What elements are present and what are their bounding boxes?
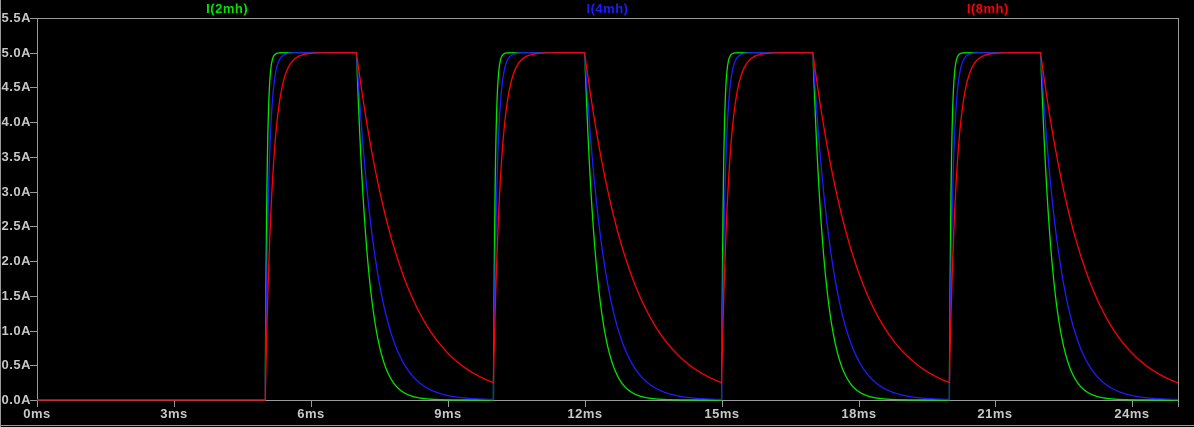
y-tick-label: 1.0A	[1, 323, 31, 338]
y-tick-label: 2.0A	[1, 253, 31, 268]
x-tick-label: 15ms	[704, 406, 740, 421]
axis-ticks	[30, 18, 1133, 407]
y-tick-label: 2.5A	[1, 218, 31, 233]
y-tick-label: 5.5A	[1, 10, 31, 25]
x-tick-label: 18ms	[841, 406, 877, 421]
y-tick-label: 0.0A	[1, 392, 31, 407]
y-tick-label: 3.5A	[1, 149, 31, 164]
y-tick-label: 3.0A	[1, 184, 31, 199]
legend-label-4mh: I(4mh)	[586, 1, 629, 16]
trace-2mh	[37, 52, 1178, 401]
current-traces	[37, 52, 1179, 401]
y-tick-label: 4.5A	[1, 79, 31, 94]
y-tick-label: 5.0A	[1, 45, 31, 60]
legend: I(2mh) I(4mh) I(8mh)	[37, 1, 1178, 17]
x-tick-label: 3ms	[160, 406, 188, 421]
trace-8mh	[37, 52, 1179, 401]
x-tick-label: 9ms	[434, 406, 462, 421]
x-tick-label: 6ms	[297, 406, 325, 421]
y-tick-label: 0.5A	[1, 357, 31, 372]
y-tick-label: 4.0A	[1, 114, 31, 129]
x-tick-label: 0ms	[23, 406, 51, 421]
x-tick-label: 24ms	[1114, 406, 1150, 421]
y-tick-label: 1.5A	[1, 288, 31, 303]
legend-label-8mh: I(8mh)	[966, 1, 1009, 16]
x-tick-label: 21ms	[977, 406, 1013, 421]
legend-label-2mh: I(2mh)	[206, 1, 249, 16]
x-tick-label: 12ms	[567, 406, 603, 421]
